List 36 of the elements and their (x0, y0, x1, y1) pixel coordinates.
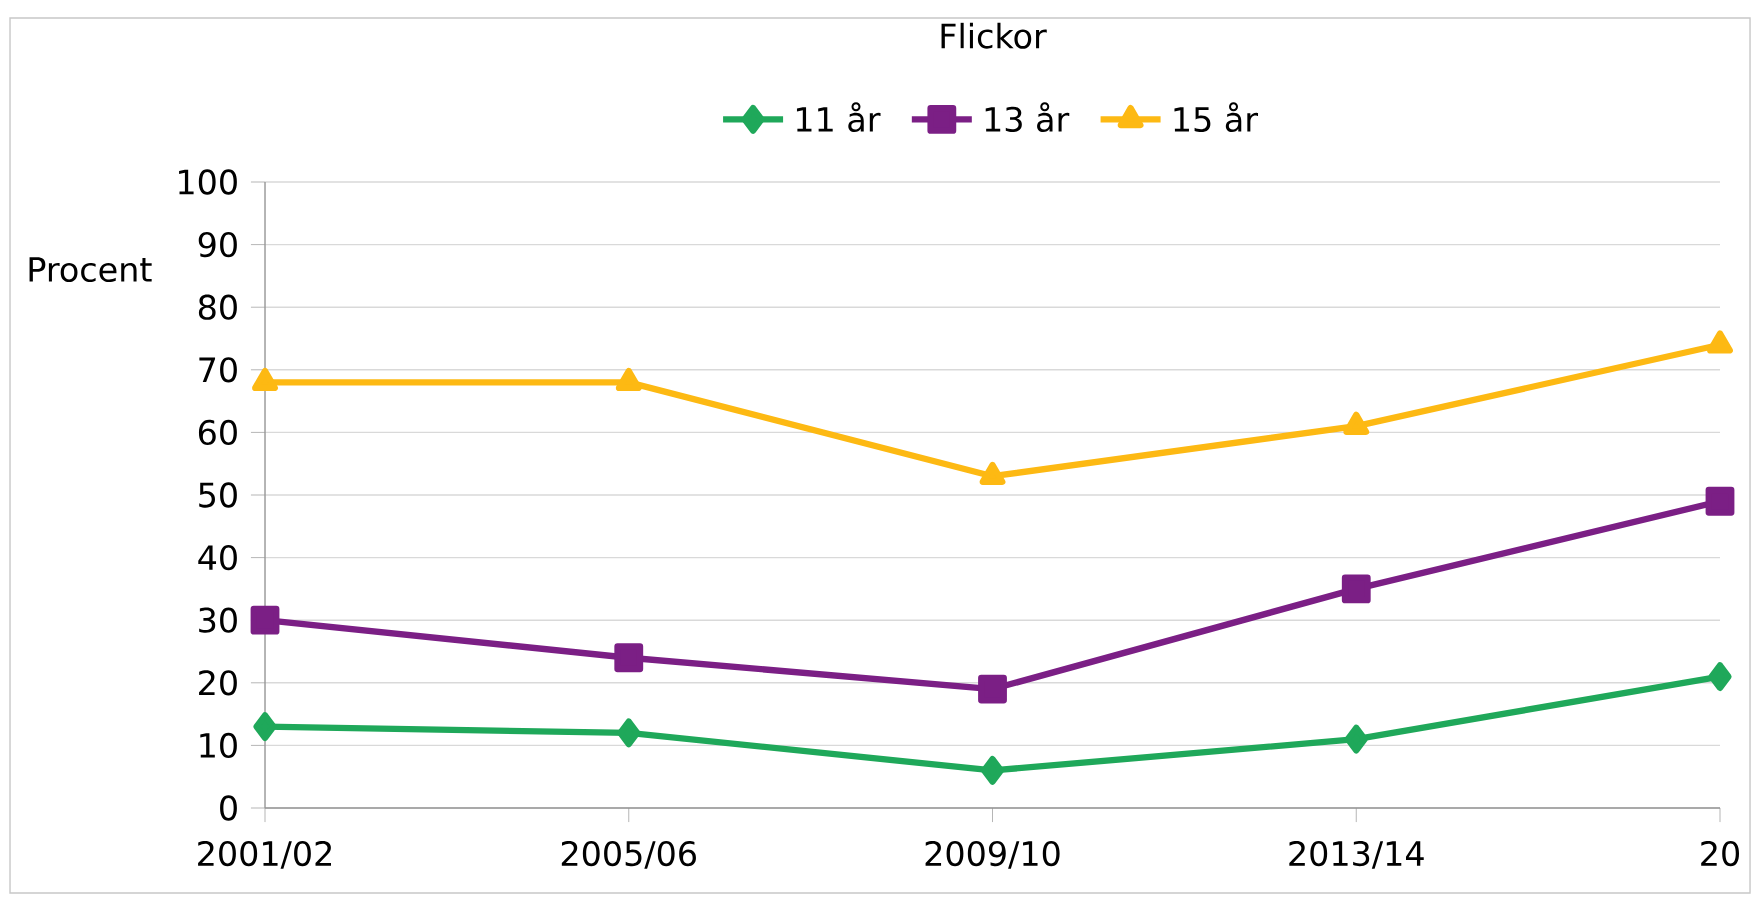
legend-label: 11 år (796, 102, 881, 133)
y-axis-title: Procent (29, 257, 152, 283)
point (1708, 662, 1732, 691)
x-tick-label: 2001/02 (198, 840, 331, 869)
point (978, 674, 1007, 704)
y-tick-label: 70 (199, 357, 237, 383)
x-tick-label: 2009/10 (925, 840, 1060, 869)
y-tick-label: 100 (179, 169, 237, 195)
y-tick-label: 40 (198, 544, 237, 571)
legend-label: 13 år (985, 102, 1070, 133)
point (1344, 724, 1368, 754)
y-tick-label: 10 (200, 732, 237, 759)
point (1343, 411, 1370, 435)
point (617, 718, 641, 748)
y-tick-label: 60 (198, 419, 237, 446)
point (614, 643, 644, 673)
x-tick-label: 20 (1701, 840, 1740, 867)
point (1705, 486, 1735, 516)
y-tick-label: 80 (198, 294, 237, 320)
y-tick-label: 50 (199, 482, 237, 508)
x-tick-label: 2013/14 (1289, 840, 1424, 869)
point (979, 461, 1006, 486)
point (980, 756, 1005, 785)
point (1341, 574, 1371, 604)
y-tick-label: 0 (220, 795, 237, 821)
y-tick-label: 90 (198, 231, 237, 258)
y-tick-label: 20 (199, 670, 237, 696)
point (253, 712, 277, 742)
point (1707, 330, 1733, 354)
point (615, 367, 642, 392)
x-tick-label: 2005/06 (561, 840, 696, 869)
legend-label: 15 år (1174, 102, 1259, 133)
y-tick-label: 30 (199, 607, 237, 633)
chart-title: Flickor (941, 22, 1047, 49)
point (252, 367, 278, 392)
point (250, 605, 280, 635)
